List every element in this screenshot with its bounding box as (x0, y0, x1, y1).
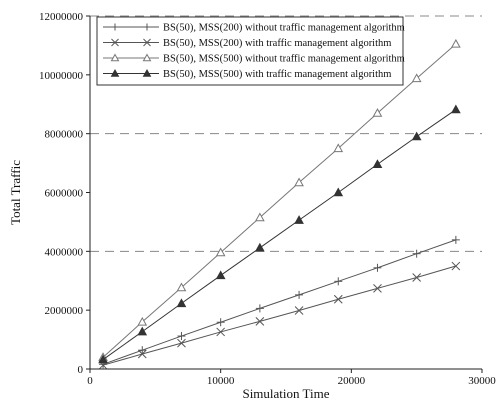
data-point (451, 235, 460, 244)
data-point (451, 38, 461, 48)
data-point (411, 73, 422, 83)
series-line (102, 239, 457, 365)
data-point (412, 273, 422, 282)
data-point (215, 247, 226, 257)
y-tick-label: 10000000 (39, 70, 84, 82)
series-4 (98, 104, 461, 364)
y-tick-label: 4000000 (45, 246, 84, 258)
data-point (111, 38, 119, 47)
x-tick-label: 30000 (468, 375, 496, 387)
x-tick-label: 0 (87, 375, 93, 387)
data-point (98, 354, 108, 364)
data-point (177, 338, 186, 348)
grid-lines (90, 15, 482, 252)
x-tick-label: 20000 (338, 375, 366, 387)
data-point (138, 346, 147, 355)
data-point (372, 159, 383, 168)
legend-entry: BS(50), MSS(500) with traffic management… (103, 68, 391, 80)
data-point (176, 282, 187, 292)
data-point (176, 298, 187, 308)
data-point (143, 23, 151, 31)
series-line (102, 109, 457, 360)
data-point (294, 215, 304, 224)
data-point (294, 306, 304, 315)
data-point (372, 108, 383, 117)
x-tick-label: 10000 (207, 375, 235, 387)
data-point (216, 318, 225, 327)
legend-entry: BS(50), MSS(200) with traffic management… (103, 38, 391, 49)
tick-labels: 0 2000000 4000000 6000000 8000000 10000000 120… (39, 11, 496, 387)
data-point (412, 249, 421, 258)
series-2 (98, 261, 461, 370)
x-axis-title: Simulation Time (242, 386, 329, 401)
data-point (334, 277, 343, 286)
data-point (215, 270, 226, 280)
legend-entry: BS(50), MSS(500) without traffic managem… (103, 53, 405, 65)
legend-entry: BS(50), MSS(200) without traffic managem… (103, 23, 405, 34)
data-point (333, 143, 344, 153)
data-point (255, 242, 265, 252)
legend-label: BS(50), MSS(200) without traffic managem… (163, 23, 405, 34)
data-point (142, 68, 152, 77)
series-1 (99, 235, 460, 369)
data-point (137, 349, 147, 359)
legend-label: BS(50), MSS(200) with traffic management… (163, 38, 391, 49)
data-point (137, 326, 148, 336)
legend-label: BS(50), MSS(500) with traffic management… (163, 69, 391, 80)
y-tick-label: 0 (78, 364, 84, 376)
y-tick-label: 2000000 (45, 305, 84, 317)
y-axis-title: Total Traffic (8, 160, 23, 225)
data-point (373, 263, 382, 272)
data-point (111, 23, 119, 31)
data-point (216, 327, 226, 337)
data-point (294, 177, 304, 187)
series-line (102, 265, 457, 366)
data-point (411, 131, 422, 141)
data-point (373, 284, 382, 293)
data-point (110, 68, 120, 77)
y-tick-label: 12000000 (39, 11, 84, 23)
legend-label: BS(50), MSS(500) without traffic managem… (163, 54, 405, 65)
data-point (333, 187, 344, 197)
data-point (110, 53, 120, 62)
series-layer (98, 38, 461, 370)
series-line (102, 43, 457, 358)
y-tick-label: 8000000 (45, 129, 84, 141)
data-point (333, 294, 343, 304)
y-tick-label: 6000000 (45, 188, 84, 200)
series-3 (98, 38, 461, 361)
legend: BS(50), MSS(200) without traffic managem… (96, 16, 405, 86)
data-point (255, 212, 265, 222)
data-point (295, 290, 304, 299)
data-point (142, 53, 152, 62)
data-point (143, 38, 151, 47)
data-point (255, 316, 265, 326)
data-point (137, 316, 148, 326)
data-point (451, 261, 461, 271)
data-point (177, 332, 186, 341)
data-point (451, 104, 461, 114)
data-point (255, 304, 264, 313)
